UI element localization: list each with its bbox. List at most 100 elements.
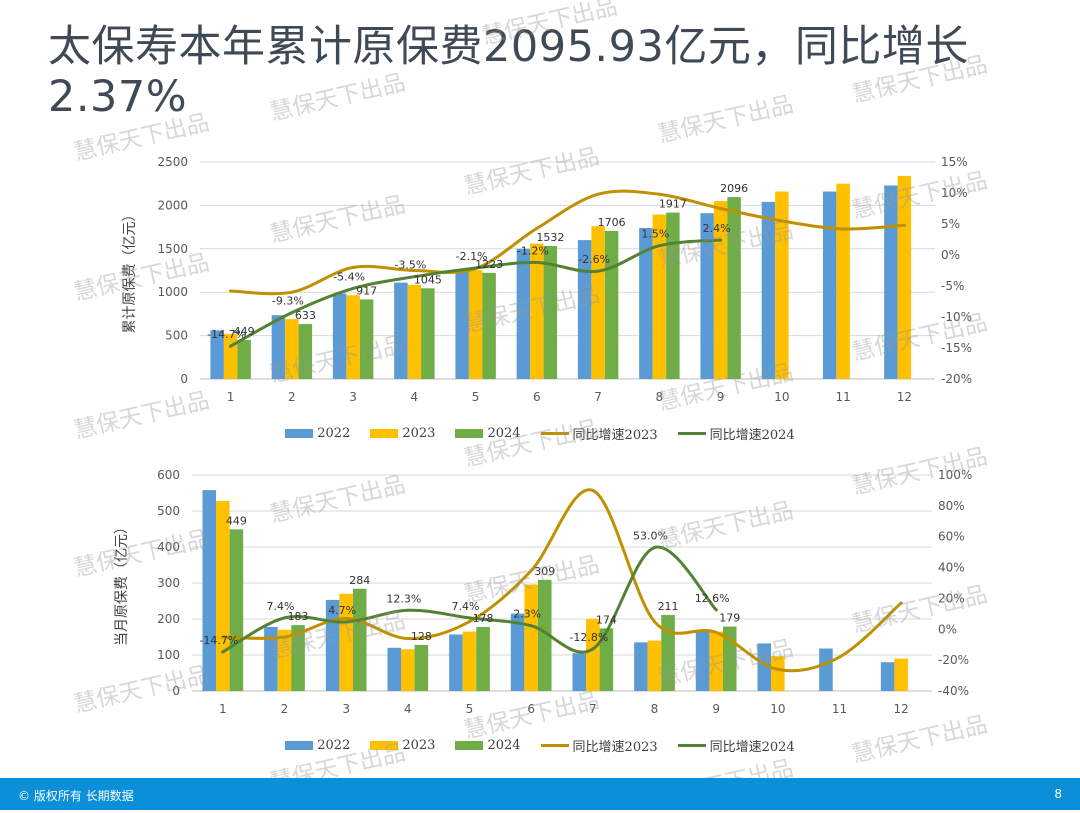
- point-growth-2024: [406, 608, 410, 612]
- point-growth-2024: [714, 608, 718, 612]
- point-growth-2023: [221, 635, 225, 639]
- growth-data-label: 2.3%: [513, 608, 541, 621]
- growth-data-label: 1.5%: [641, 228, 669, 241]
- bar-2023: [285, 319, 299, 379]
- legend-label: 2022: [317, 426, 351, 441]
- bar-2023: [586, 619, 600, 691]
- bar-2022: [700, 213, 714, 379]
- legend-swatch: [455, 741, 484, 750]
- bar-data-label: 449: [226, 514, 247, 527]
- y-tick-label: 400: [157, 540, 180, 554]
- bar-2022: [757, 643, 772, 691]
- footer-bar: © 版权所有 长期数据 8: [0, 778, 1080, 810]
- point-growth-2024: [529, 624, 533, 628]
- y-axis-title: 当月原保费（亿元）: [114, 520, 130, 646]
- point-growth-2024: [344, 620, 348, 624]
- bar-2023: [647, 640, 662, 691]
- bar-2023: [468, 270, 483, 379]
- y2-tick-label: -20%: [941, 372, 972, 386]
- bar-2023: [591, 226, 605, 379]
- growth-data-label: 12.3%: [386, 592, 421, 605]
- y2-tick-label: 10%: [941, 186, 968, 200]
- growth-data-label: -3.5%: [394, 259, 426, 272]
- bar-2024: [666, 212, 680, 379]
- x-tick-label: 5: [472, 390, 480, 404]
- x-tick-label: 7: [594, 390, 602, 404]
- legend-label: 2023: [402, 426, 436, 441]
- x-tick-label: 2: [281, 702, 289, 716]
- bar-2024: [352, 588, 367, 691]
- x-tick-label: 1: [227, 390, 235, 404]
- bar-data-label: 1917: [659, 198, 687, 211]
- bar-2022: [880, 662, 895, 691]
- bar-2024: [661, 615, 675, 691]
- legend-label: 2022: [317, 738, 351, 753]
- bar-2023: [836, 183, 850, 379]
- point-growth-2023: [899, 601, 903, 605]
- bar-2022: [264, 626, 278, 691]
- page-title: 太保寿本年累计原保费2095.93亿元，同比增长2.37%: [48, 22, 969, 122]
- point-growth-2024: [290, 311, 294, 315]
- bar-data-label: 179: [719, 612, 740, 625]
- growth-data-label: 2.4%: [703, 222, 731, 235]
- bar-2022: [271, 315, 286, 379]
- point-growth-2023: [780, 219, 784, 223]
- bar-2022: [822, 191, 837, 379]
- bar-2022: [449, 634, 463, 691]
- legend-label: 同比增速2024: [709, 740, 795, 755]
- line-growth-2024: [221, 545, 718, 654]
- bar-data-label: 917: [356, 284, 377, 297]
- y2-tick-label: 60%: [938, 530, 965, 544]
- growth-data-label: -9.3%: [272, 295, 304, 308]
- growth-data-label: -5.4%: [333, 270, 365, 283]
- x-tick-label: 6: [527, 702, 535, 716]
- y-tick-label: 0: [172, 684, 180, 698]
- point-growth-2023: [653, 620, 656, 624]
- x-tick-label: 6: [533, 390, 541, 404]
- bar-data-label: 309: [534, 565, 555, 578]
- y-tick-label: 1500: [157, 242, 188, 256]
- bar-2022: [394, 282, 408, 379]
- point-growth-2023: [283, 635, 286, 639]
- point-growth-2024: [719, 238, 723, 242]
- point-growth-2024: [468, 616, 471, 620]
- legend-item-2024: 2024: [455, 738, 521, 753]
- y2-tick-label: 40%: [938, 561, 965, 575]
- y2-tick-label: -20%: [938, 653, 969, 667]
- bar-2023: [216, 500, 230, 691]
- legend-line: [540, 432, 569, 435]
- bar-2023: [771, 656, 785, 691]
- bar-2024: [229, 529, 244, 691]
- bar-2024: [414, 644, 429, 691]
- bar-2024: [359, 299, 374, 379]
- bar-data-label: 2096: [720, 182, 748, 195]
- y2-tick-label: -5%: [941, 279, 964, 293]
- point-growth-2023: [776, 667, 780, 671]
- y-axis-title: 累计原保费（亿元）: [122, 208, 138, 334]
- legend-item-growth-2024: 同比增速2024: [677, 736, 795, 755]
- x-tick-label: 9: [712, 702, 720, 716]
- point-growth-2023: [714, 630, 718, 634]
- bar-2022: [634, 642, 648, 691]
- copyright-text: © 版权所有 长期数据: [18, 789, 134, 803]
- monthly-chart-legend: 2022 2023 2024 同比增速2023 同比增速2024: [0, 736, 1080, 755]
- legend-item-2022: 2022: [285, 738, 350, 753]
- point-growth-2023: [344, 616, 348, 620]
- y2-tick-label: -40%: [938, 684, 969, 698]
- point-growth-2023: [591, 488, 595, 492]
- x-tick-label: 1: [219, 702, 227, 716]
- cumulative-chart-legend: 2022 2023 2024 同比增速2023 同比增速2024: [0, 424, 1080, 443]
- y-tick-label: 0: [180, 372, 188, 386]
- bar-data-label: 1223: [475, 258, 503, 271]
- y2-tick-label: 0%: [938, 622, 957, 636]
- bar-data-label: 211: [658, 600, 679, 613]
- y-tick-label: 500: [157, 504, 180, 518]
- y-tick-label: 600: [157, 468, 180, 482]
- y-tick-label: 100: [157, 648, 180, 662]
- bar-data-label: 1706: [598, 216, 626, 229]
- bar-2023: [462, 631, 477, 691]
- x-tick-label: 4: [411, 390, 419, 404]
- y2-tick-label: 5%: [941, 217, 960, 231]
- point-growth-2024: [653, 546, 656, 550]
- x-tick-label: 12: [894, 702, 909, 716]
